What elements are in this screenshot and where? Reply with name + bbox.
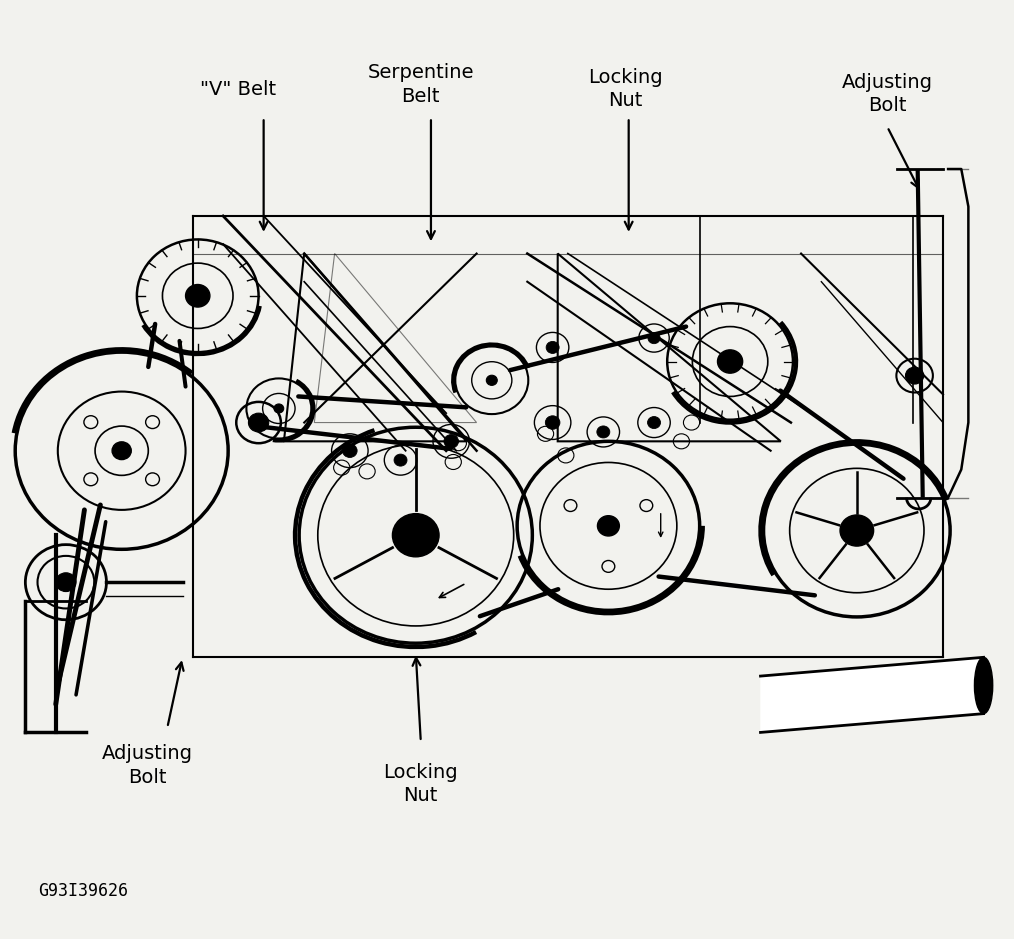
Circle shape: [597, 516, 620, 536]
Ellipse shape: [974, 657, 993, 714]
Circle shape: [547, 342, 559, 353]
Text: Locking
Nut: Locking Nut: [588, 68, 663, 111]
Circle shape: [56, 573, 76, 592]
Text: Adjusting
Bolt: Adjusting Bolt: [842, 72, 933, 115]
Text: G93I39626: G93I39626: [39, 882, 129, 900]
Text: Serpentine
Belt: Serpentine Belt: [367, 63, 475, 106]
Circle shape: [113, 442, 131, 459]
Circle shape: [394, 454, 407, 466]
Circle shape: [274, 404, 284, 413]
Circle shape: [392, 514, 439, 557]
Text: Locking
Nut: Locking Nut: [383, 762, 458, 806]
Circle shape: [840, 515, 874, 546]
Circle shape: [906, 367, 924, 384]
Circle shape: [718, 350, 742, 373]
Circle shape: [487, 376, 497, 385]
Circle shape: [546, 416, 560, 429]
Circle shape: [248, 413, 269, 432]
Text: "V" Belt: "V" Belt: [200, 80, 277, 99]
Circle shape: [648, 417, 660, 428]
Circle shape: [648, 332, 660, 344]
Circle shape: [597, 426, 609, 438]
Circle shape: [444, 435, 458, 448]
Circle shape: [343, 444, 357, 457]
Text: Adjusting
Bolt: Adjusting Bolt: [101, 744, 193, 787]
Circle shape: [186, 285, 210, 307]
